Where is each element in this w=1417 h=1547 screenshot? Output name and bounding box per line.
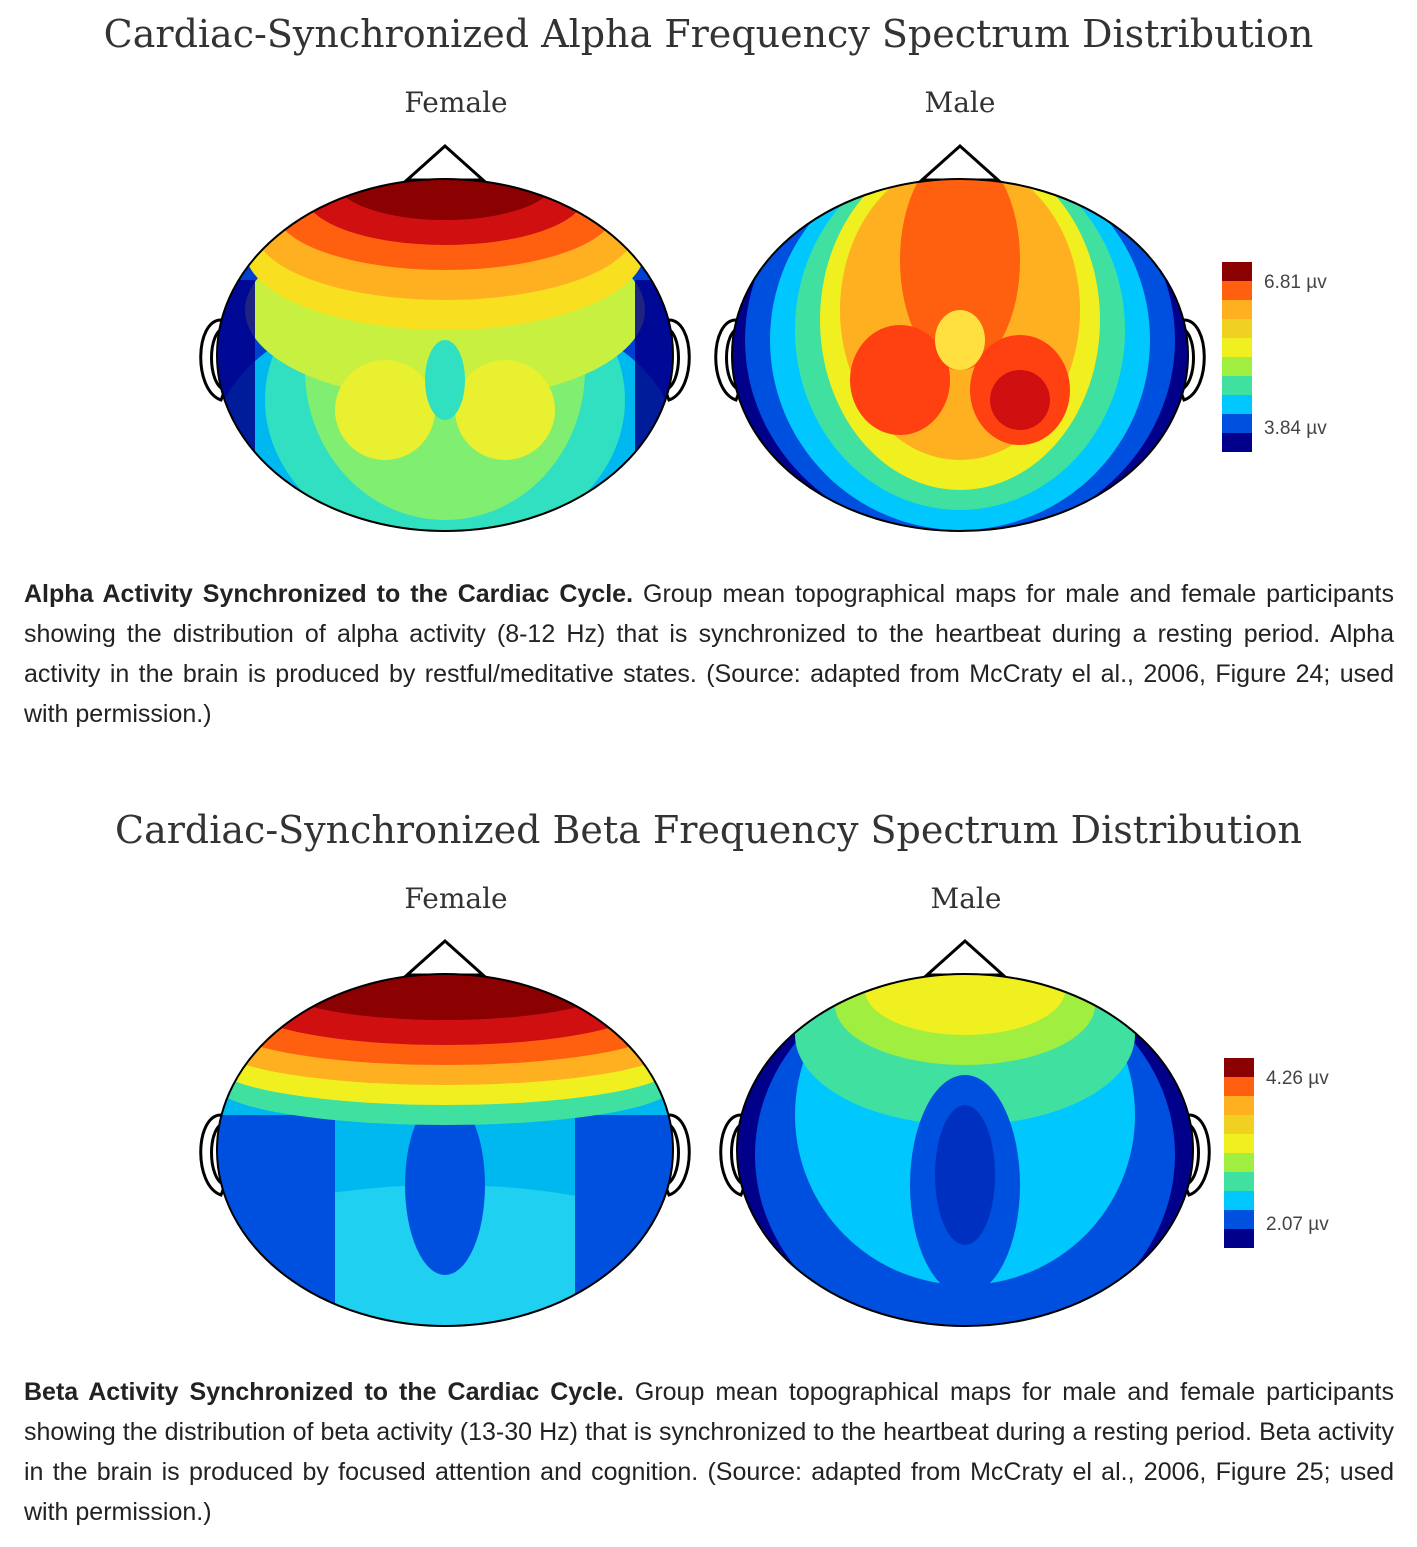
beta-female-topomap: [199, 938, 691, 1327]
alpha-female-topomap: [199, 143, 691, 532]
alpha-male-topomap: [714, 143, 1206, 532]
alpha-figure-title: Cardiac-Synchronized Alpha Frequency Spe…: [103, 12, 1314, 56]
beta-colorbar-max: 4.26 µv: [1266, 1068, 1329, 1089]
beta-caption-bold: Beta Activity Synchronized to the Cardia…: [24, 1378, 624, 1406]
alpha-colorbar-max: 6.81 µv: [1264, 272, 1327, 293]
beta-colorbar: [1224, 1058, 1254, 1248]
beta-female-label: Female: [404, 882, 508, 915]
alpha-colorbar-min: 3.84 µv: [1264, 418, 1327, 439]
beta-figure-title: Cardiac-Synchronized Beta Frequency Spec…: [115, 808, 1302, 852]
beta-male-topomap: [719, 938, 1211, 1327]
beta-colorbar-min: 2.07 µv: [1266, 1214, 1329, 1235]
alpha-male-label: Male: [924, 86, 996, 119]
alpha-colorbar: [1222, 262, 1252, 452]
alpha-caption: Alpha Activity Synchronized to the Cardi…: [24, 574, 1394, 734]
alpha-female-label: Female: [404, 86, 508, 119]
beta-caption: Beta Activity Synchronized to the Cardia…: [24, 1372, 1394, 1532]
beta-caption-text: Group mean topographical maps for male a…: [24, 1378, 1395, 1526]
alpha-caption-text: Group mean topographical maps for male a…: [24, 580, 1394, 728]
beta-male-label: Male: [930, 882, 1002, 915]
alpha-caption-bold: Alpha Activity Synchronized to the Cardi…: [24, 580, 634, 608]
